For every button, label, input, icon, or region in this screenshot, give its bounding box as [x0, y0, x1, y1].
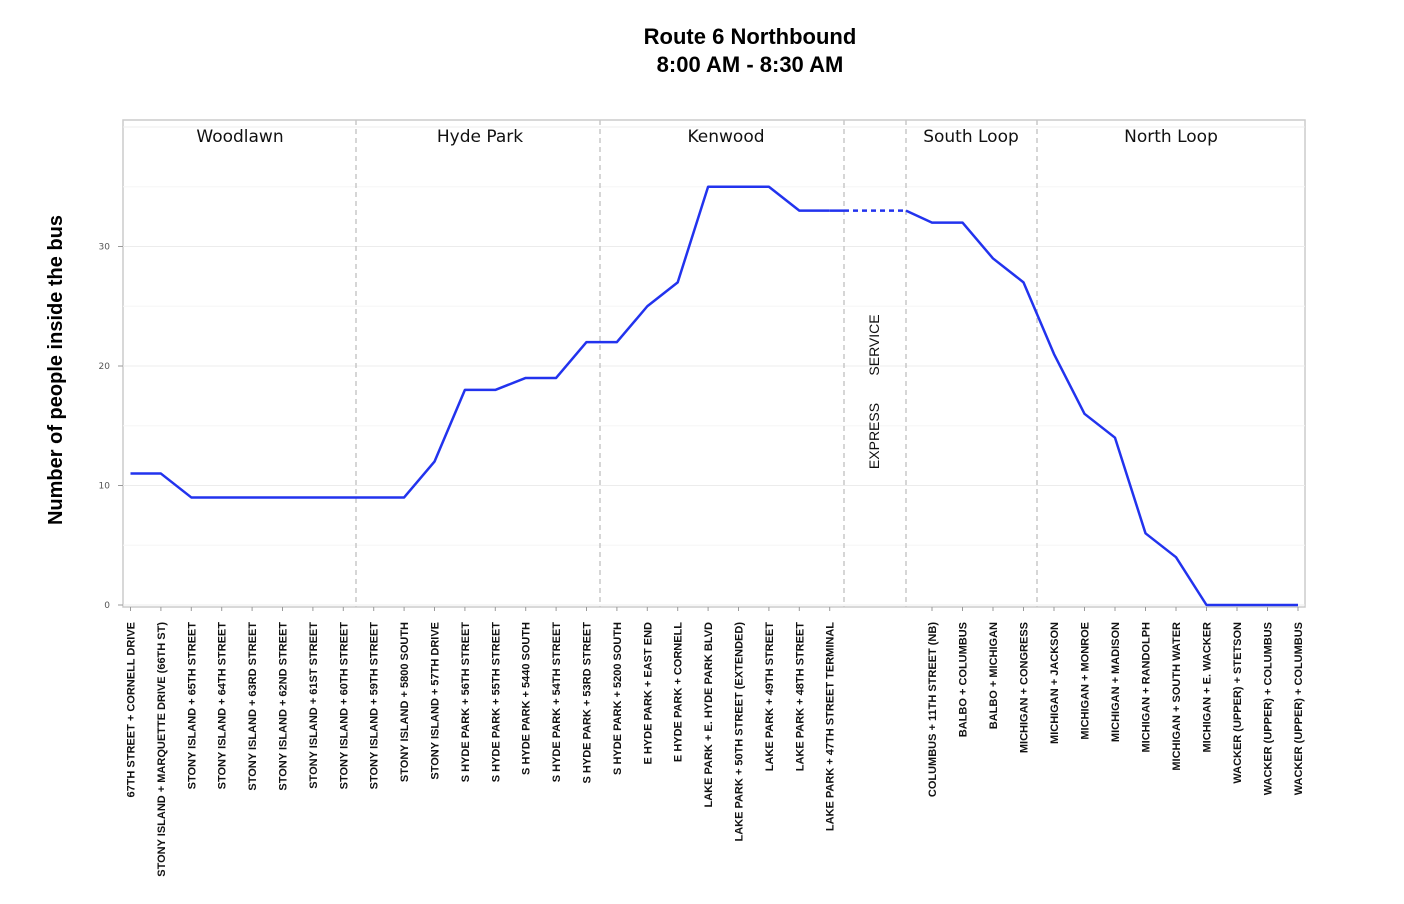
x-tick-label: STONY ISLAND + 61ST STREET	[308, 622, 320, 789]
x-tick-label: S HYDE PARK + 5200 SOUTH	[612, 622, 624, 775]
data-point	[311, 496, 314, 499]
x-tick-label: BALBO + MICHIGAN	[988, 622, 1000, 729]
express-service-label: EXPRESS SERVICE	[866, 314, 882, 469]
series-line-after-express	[905, 209, 1298, 607]
region-label: Woodlawn	[196, 127, 283, 147]
region-label: North Loop	[1124, 127, 1218, 147]
data-point	[828, 209, 831, 212]
data-point	[129, 472, 132, 475]
x-tick-label: LAKE PARK + 49TH STREET	[764, 622, 776, 772]
data-point	[190, 496, 193, 499]
x-tick-label: STONY ISLAND + 65TH STREET	[186, 622, 198, 790]
x-tick-label: E HYDE PARK + CORNELL	[673, 622, 685, 762]
x-tick-label: WACKER (UPPER) + COLUMBUS	[1263, 622, 1275, 795]
data-point	[1053, 353, 1056, 356]
data-point	[676, 281, 679, 284]
x-tick-label: S HYDE PARK + 54TH STREET	[551, 622, 563, 783]
data-point	[1205, 604, 1208, 607]
express-label-part2: SERVICE	[866, 314, 882, 375]
data-point	[615, 341, 618, 344]
data-point	[372, 496, 375, 499]
data-point	[992, 257, 995, 260]
plot-area	[122, 119, 1306, 608]
chart-title: Route 6 Northbound	[644, 24, 857, 49]
x-axis-ticks: 67TH STREET + CORNELL DRIVE STONY ISLAND …	[126, 607, 1305, 877]
grid-lines	[123, 126, 1305, 606]
x-tick-label: E HYDE PARK + EAST END	[642, 622, 654, 765]
x-tick-label: MICHIGAN + SOUTH WATER	[1171, 622, 1183, 771]
x-tick-label: WACKER (UPPER) + STETSON	[1232, 622, 1244, 784]
data-point	[1297, 604, 1300, 607]
x-tick-label: STONY ISLAND + 57TH DRIVE	[430, 622, 442, 780]
data-point	[251, 496, 254, 499]
x-tick-label: STONY ISLAND + MARQUETTE DRIVE (66TH ST)	[156, 622, 168, 877]
region-labels: Woodlawn Hyde Park Kenwood South Loop North …	[196, 127, 1217, 147]
region-label: Kenwood	[687, 127, 764, 147]
data-point	[1236, 604, 1239, 607]
x-tick-label: 67TH STREET + CORNELL DRIVE	[126, 622, 138, 798]
series-line-before-express	[130, 185, 830, 499]
x-tick-label: LAKE PARK + 47TH STREET TERMINAL	[825, 622, 837, 831]
chart-subtitle: 8:00 AM - 8:30 AM	[657, 52, 844, 77]
data-point	[585, 341, 588, 344]
y-tick-label: 30	[99, 243, 111, 253]
x-tick-label: MICHIGAN + CONGRESS	[1019, 622, 1031, 753]
data-point	[798, 209, 801, 212]
data-point	[646, 305, 649, 308]
data-point	[555, 376, 558, 379]
x-tick-label: S HYDE PARK + 5440 SOUTH	[521, 622, 533, 775]
x-tick-label: S HYDE PARK + 56TH STREET	[460, 622, 472, 783]
series-passengers	[129, 185, 1300, 607]
x-tick-label: STONY ISLAND + 60TH STREET	[338, 622, 350, 790]
data-point	[767, 185, 770, 188]
x-tick-label: STONY ISLAND + 63RD STREET	[247, 622, 259, 791]
x-tick-label: S HYDE PARK + 55TH STREET	[490, 622, 502, 783]
x-tick-label: BALBO + COLUMBUS	[958, 622, 970, 737]
data-point	[1266, 604, 1269, 607]
data-point	[463, 388, 466, 391]
x-tick-label: STONY ISLAND + 5800 SOUTH	[399, 622, 411, 782]
data-point	[931, 221, 934, 224]
data-point	[433, 460, 436, 463]
x-tick-label: LAKE PARK + E. HYDE PARK BLVD	[703, 622, 715, 808]
data-point	[403, 496, 406, 499]
y-tick-label: 0	[104, 601, 110, 611]
data-point	[1022, 281, 1025, 284]
data-point	[524, 376, 527, 379]
express-label-part1: EXPRESS	[866, 403, 882, 469]
x-tick-label: STONY ISLAND + 64TH STREET	[217, 622, 229, 790]
x-tick-label: LAKE PARK + 50TH STREET (EXTENDED)	[734, 622, 746, 842]
data-point	[1144, 532, 1147, 535]
data-point	[737, 185, 740, 188]
y-tick-label: 20	[99, 362, 111, 372]
x-tick-label: STONY ISLAND + 62ND STREET	[278, 622, 290, 791]
x-tick-label: COLUMBUS + 11TH STREET (NB)	[927, 622, 939, 797]
x-tick-label: MICHIGAN + E. WACKER	[1202, 622, 1214, 753]
y-axis-ticks: 0 10 20 30	[99, 243, 123, 611]
x-tick-label: MICHIGAN + JACKSON	[1049, 622, 1061, 744]
data-point	[1083, 412, 1086, 415]
region-label: South Loop	[923, 127, 1019, 147]
data-point	[281, 496, 284, 499]
data-point	[342, 496, 345, 499]
x-tick-label: MICHIGAN + MADISON	[1110, 622, 1122, 742]
data-point	[1175, 556, 1178, 559]
y-tick-label: 10	[99, 482, 111, 492]
data-point	[220, 496, 223, 499]
x-tick-label: MICHIGAN + RANDOLPH	[1141, 622, 1153, 753]
data-point	[494, 388, 497, 391]
x-tick-label: S HYDE PARK + 53RD STREET	[582, 622, 594, 784]
data-point	[159, 472, 162, 475]
x-tick-label: LAKE PARK + 48TH STREET	[794, 622, 806, 772]
x-tick-label: WACKER (UPPER) + COLUMBUS	[1293, 622, 1305, 795]
region-label: Hyde Park	[437, 127, 523, 147]
y-axis-label: Number of people inside the bus	[45, 215, 67, 525]
region-dividers	[355, 120, 1038, 607]
data-point	[707, 185, 710, 188]
data-point	[961, 221, 964, 224]
data-point	[1114, 436, 1117, 439]
x-tick-label: STONY ISLAND + 59TH STREET	[369, 622, 381, 790]
x-tick-label: MICHIGAN + MONROE	[1080, 622, 1092, 740]
